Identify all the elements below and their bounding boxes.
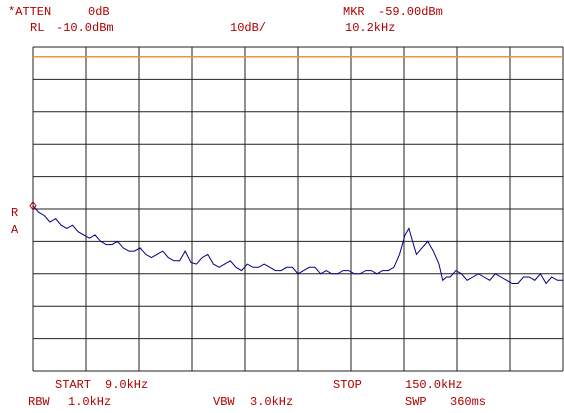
vbw-value: 3.0kHz	[250, 395, 293, 409]
trace	[32, 205, 563, 285]
vbw-label: VBW	[213, 395, 235, 409]
rbw-value: 1.0kHz	[68, 395, 111, 409]
stop-value: 150.0kHz	[405, 378, 463, 392]
atten-label: *ATTEN	[8, 5, 51, 19]
swp-value: 360ms	[450, 395, 486, 409]
start-label: START	[55, 378, 91, 392]
stop-label: STOP	[333, 378, 362, 392]
start-value: 9.0kHz	[105, 378, 148, 392]
marker	[29, 200, 37, 211]
side-label: R	[11, 206, 18, 220]
swp-label: SWP	[405, 395, 427, 409]
rl-value: -10.0dBm	[56, 21, 114, 35]
marker-level: -59.00dBm	[378, 5, 443, 19]
side-label: A	[11, 223, 19, 237]
rl-label: RL	[30, 21, 44, 35]
marker-label: MKR	[343, 5, 365, 19]
rbw-label: RBW	[28, 395, 50, 409]
marker-freq: 10.2kHz	[345, 21, 395, 35]
atten-value: 0dB	[88, 5, 110, 19]
scale: 10dB/	[230, 21, 266, 35]
